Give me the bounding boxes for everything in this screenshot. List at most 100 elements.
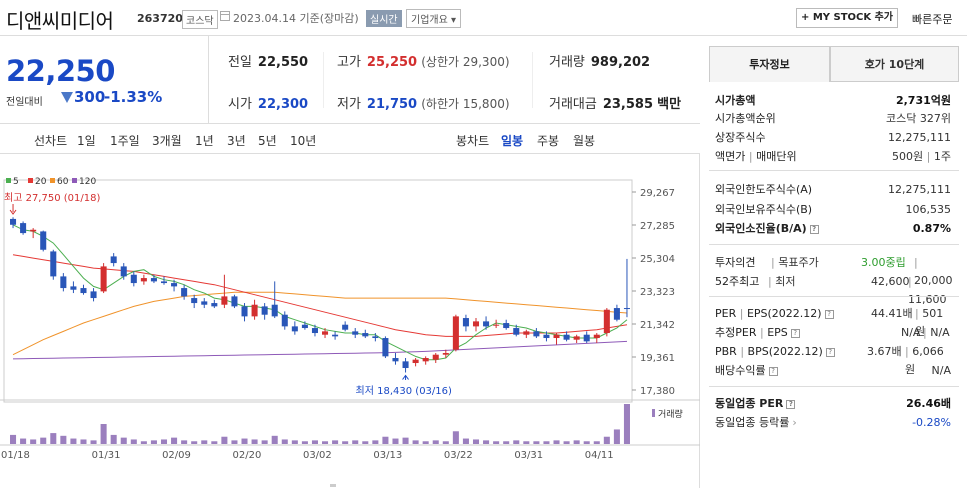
volume-bar	[211, 441, 218, 444]
face-value-row: 액면가 | 매매단위 500원 | 1주	[715, 148, 951, 166]
volume-label: 거래량	[549, 55, 585, 70]
legend-swatch-ma60	[50, 178, 55, 183]
change-label: 전일대비	[6, 97, 43, 108]
candle-body	[402, 361, 409, 369]
candle-daily[interactable]: 일봉	[501, 134, 524, 148]
pbr-row: PBR | BPS(2022.12)? 3.67배 | 6,066원	[715, 343, 951, 376]
per-value: 44.41배	[871, 307, 913, 320]
help-icon[interactable]: ?	[824, 310, 834, 319]
quick-order-button[interactable]: 빠른주문	[912, 13, 953, 26]
bps-text: BPS(2022.12)	[747, 345, 823, 358]
pipe-divider: |	[915, 307, 919, 320]
foreign-hold-row: 외국인보유주식수(B) 106,535	[715, 201, 951, 219]
candle-body	[221, 296, 228, 305]
volume-bar	[281, 439, 288, 444]
volume-bar	[452, 431, 459, 444]
tab-orderbook[interactable]: 호가 10단계	[830, 46, 959, 82]
foreign-ratio-row: 외국인소진율(B/A)? 0.87%	[715, 220, 951, 238]
eps-value: | 501원	[915, 305, 951, 341]
chevron-right-icon[interactable]: ›	[792, 416, 797, 429]
add-mystock-button[interactable]: + MY STOCK 추가	[796, 8, 898, 28]
tab-investment-info[interactable]: 투자정보	[709, 46, 830, 82]
help-icon[interactable]: ?	[768, 367, 778, 376]
info-tabs: 투자정보 호가 10단계	[709, 46, 959, 82]
industry-change-text: 동일업종 등락률	[715, 416, 790, 429]
candle-body	[603, 309, 610, 334]
help-icon[interactable]: ?	[825, 348, 835, 357]
current-price: 22,250	[6, 54, 115, 88]
candle-body	[382, 338, 389, 357]
week52-high-label: 52주최고	[715, 275, 760, 288]
bps-value: | 6,066원	[905, 343, 951, 379]
volume-bar	[442, 441, 449, 444]
help-icon[interactable]: ?	[786, 400, 796, 409]
candle-body	[140, 278, 147, 282]
foreign-limit-value: 12,275,111	[888, 183, 951, 196]
shares-label: 상장주식수	[715, 131, 766, 144]
industry-per-value: 26.46배	[906, 397, 951, 410]
industry-per-row: 동일업종 PER? 26.46배	[715, 395, 951, 413]
high-value: 25,250	[366, 55, 418, 70]
volume-bar	[422, 441, 429, 444]
y-tick-label: 19,361	[640, 353, 675, 364]
market-cap-row: 시가총액 2,731억원	[715, 92, 951, 110]
high-label: 고가	[337, 55, 361, 70]
volume-bar	[613, 429, 620, 444]
dividend-label: 배당수익률?	[715, 362, 778, 380]
realtime-button[interactable]: 실시간	[366, 10, 402, 27]
volume-bar	[503, 441, 510, 444]
volume-bar	[342, 441, 349, 444]
x-tick-label: 02/20	[233, 450, 262, 461]
help-icon[interactable]: ?	[809, 225, 819, 234]
volume-bar	[171, 437, 178, 444]
target-price-amount: 20,000	[914, 274, 953, 287]
pipe-divider: |	[914, 256, 918, 269]
quote-date: 2023.04.14 기준(장마감)	[233, 12, 359, 25]
candle-monthly[interactable]: 월봉	[573, 134, 596, 148]
price-chart[interactable]: 5 20 60 120 29,267 27,285 25,304 23,323 21,342 19…	[0, 154, 700, 488]
company-overview-button[interactable]: 기업개요 ▾	[406, 9, 462, 28]
est-per-value: N/A	[901, 326, 921, 339]
volume-bar	[412, 440, 419, 444]
period-1d[interactable]: 1일	[77, 134, 96, 148]
volume-bar	[553, 440, 560, 444]
candle-body	[623, 308, 630, 310]
open-value: 22,300	[257, 97, 309, 112]
volume-bar	[523, 441, 530, 444]
opinion-label: 투자의견	[715, 256, 756, 269]
volume-bar	[291, 440, 298, 444]
candle-body	[191, 298, 198, 304]
dividend-text: 배당수익률	[715, 364, 766, 377]
volume-bar	[80, 439, 87, 444]
prev-close: 전일 22,550	[228, 51, 308, 70]
help-icon[interactable]: ?	[790, 329, 800, 338]
period-5y[interactable]: 5년	[258, 134, 277, 148]
pipe-divider: |	[926, 150, 931, 163]
market-badge: 코스닥	[182, 10, 218, 29]
period-3m[interactable]: 3개월	[152, 134, 182, 148]
line-chart-toggle[interactable]: 선차트	[34, 134, 68, 148]
calendar-icon	[220, 11, 230, 21]
week52-low-value: | 11,600	[908, 273, 951, 309]
volume-bar	[322, 441, 329, 444]
industry-change-row: 동일업종 등락률 › -0.28%	[715, 414, 951, 432]
candle-chart-toggle[interactable]: 봉차트	[456, 134, 490, 148]
period-10y[interactable]: 10년	[290, 134, 317, 148]
candle-body	[472, 321, 480, 327]
volume-bar	[472, 439, 480, 444]
x-tick-label: 01/31	[92, 450, 121, 461]
candle-body	[171, 283, 178, 287]
candle-weekly[interactable]: 주봉	[537, 134, 560, 148]
period-3y[interactable]: 3년	[227, 134, 246, 148]
period-1y[interactable]: 1년	[195, 134, 214, 148]
volume-bar	[130, 439, 137, 444]
y-tick-label: 17,380	[640, 386, 675, 397]
pbr-value: 3.67배	[867, 345, 902, 358]
pipe-divider: |	[905, 345, 909, 358]
volume-bar	[70, 438, 77, 444]
stock-code: 263720	[137, 12, 183, 25]
amount-unit: 백만	[657, 97, 682, 112]
target-price-value: | 20,000	[914, 254, 953, 290]
y-tick-label: 29,267	[640, 188, 675, 199]
period-1w[interactable]: 1주일	[110, 134, 140, 148]
